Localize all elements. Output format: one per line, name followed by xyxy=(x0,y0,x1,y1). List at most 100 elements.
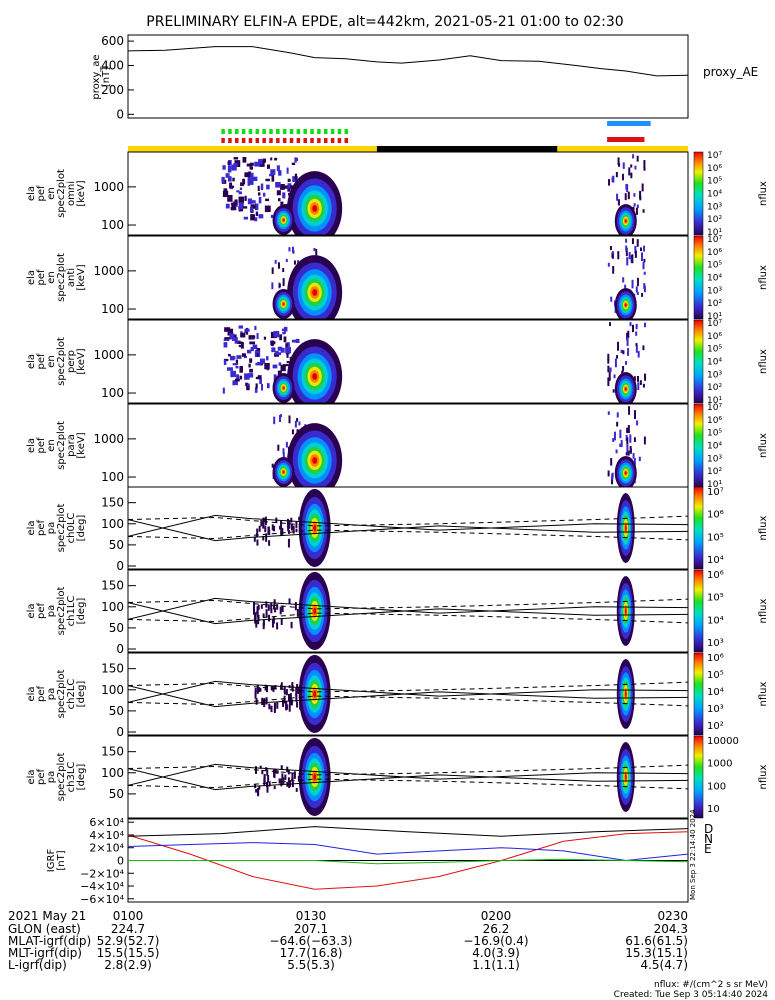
pitch-pixel xyxy=(291,773,294,779)
pitch-pixel xyxy=(291,781,294,788)
flux-pixel xyxy=(274,259,277,264)
flux-pixel xyxy=(626,444,629,454)
colorbar-tick-label: 10⁷ xyxy=(707,403,722,413)
dashed-line xyxy=(128,612,688,624)
flux-pixel xyxy=(266,356,269,361)
dashed-line xyxy=(128,681,688,693)
colorbar-unit-line: nflux xyxy=(758,598,769,623)
pitch-pixel xyxy=(274,685,277,690)
pitch-ytick-label: 0 xyxy=(116,642,124,656)
pitch-pixel xyxy=(280,778,283,787)
flux-pixel xyxy=(252,176,258,181)
flux-pixel xyxy=(643,160,646,169)
flux-pixel xyxy=(229,355,235,361)
red-dash xyxy=(344,138,349,143)
red-dash xyxy=(296,138,301,143)
colorbar-tick-label: 10⁵ xyxy=(707,261,722,271)
energy-ylabel: ela pef en spec2plot para [keV] xyxy=(26,421,87,470)
flux-pixel xyxy=(246,163,252,167)
red-dash xyxy=(330,138,335,143)
flux-pixel xyxy=(626,337,629,346)
pitch-ytick-label: 0 xyxy=(116,559,124,573)
flux-pixel xyxy=(643,166,646,171)
pitch-pixel xyxy=(257,787,260,797)
flux-pixel xyxy=(282,278,285,287)
flux-pixel xyxy=(222,190,229,198)
flux-pixel xyxy=(617,199,620,206)
footer-value: 2.8(2.9) xyxy=(104,958,152,972)
flux-blob xyxy=(282,302,285,306)
footer-date: 2021 May 21 xyxy=(8,909,86,923)
red-dash xyxy=(276,138,280,143)
igrf-ytick-label: −2×10⁴ xyxy=(80,867,124,880)
colorbar-unit-line: nflux xyxy=(758,265,769,290)
igrf-ytick-label: 0 xyxy=(117,855,124,868)
flux-pixel xyxy=(627,191,630,200)
energy-frame xyxy=(127,403,689,488)
energy-ylabel: ela pef en spec2plot perp [keV] xyxy=(26,337,87,386)
igrf-legend-E: E xyxy=(704,842,712,856)
pitch-pixel xyxy=(291,685,294,692)
flux-pixel xyxy=(255,383,258,389)
flux-pixel xyxy=(634,245,637,254)
flux-pixel xyxy=(247,383,250,386)
flux-pixel xyxy=(626,427,629,434)
colorbar-tick-label: 10⁴ xyxy=(707,442,722,452)
flux-pixel xyxy=(615,449,618,454)
flux-pixel xyxy=(283,326,288,332)
pitch-pixel xyxy=(268,540,271,546)
flux-pixel xyxy=(607,358,610,364)
pitch-ylabel-line: pef xyxy=(36,686,47,703)
flux-pixel xyxy=(235,359,239,365)
flux-pixel xyxy=(629,446,632,454)
pitch-pixel xyxy=(254,688,257,693)
flux-pixel xyxy=(607,470,610,477)
flux-pixel xyxy=(632,453,635,459)
pitch-blob xyxy=(313,524,317,532)
colorbar-tick-label: 10⁶ xyxy=(707,570,724,581)
pitch-pixel xyxy=(287,777,290,785)
flux-pixel xyxy=(277,444,280,451)
green-dash xyxy=(255,129,260,134)
flux-pixel xyxy=(223,359,227,365)
colorbar-tick-label: 10⁷ xyxy=(707,487,724,498)
pitch-colorbar xyxy=(693,486,704,570)
pitch-pixel xyxy=(296,609,299,617)
flux-pixel xyxy=(275,351,279,355)
anti-loss-cone-line xyxy=(128,768,688,791)
pitch-blob xyxy=(624,773,627,781)
flux-pixel xyxy=(608,179,611,186)
colorbar-tick-label: 10⁵ xyxy=(707,345,722,355)
flux-pixel xyxy=(620,349,623,354)
energy-ytick-label: 1000 xyxy=(93,264,124,278)
pitch-ylabel-line: ela xyxy=(26,603,37,618)
flux-pixel xyxy=(625,183,628,190)
pitch-pixel xyxy=(257,604,260,611)
pitch-pixel xyxy=(262,613,265,618)
colorbar-unit: nflux xyxy=(758,598,769,623)
energy-ylabel-line: para xyxy=(66,434,77,457)
colorbar-tick-label: 10¹ xyxy=(707,228,722,238)
pitch-pixel xyxy=(295,788,298,792)
flux-pixel xyxy=(609,245,612,251)
flux-pixel xyxy=(242,178,246,185)
footer-row-label: MLT-igrf(dip) xyxy=(8,946,82,960)
pitch-pixel xyxy=(252,601,255,611)
flux-pixel xyxy=(242,157,247,163)
energy-ylabel-line: anti xyxy=(66,268,77,287)
flux-pixel xyxy=(244,172,249,178)
pitch-pixel xyxy=(265,697,268,705)
flux-pixel xyxy=(239,375,243,380)
flux-pixel xyxy=(254,325,257,331)
pitch-pixel xyxy=(288,782,291,789)
flux-pixel xyxy=(277,346,283,351)
flux-pixel xyxy=(227,328,234,336)
flux-pixel xyxy=(628,167,631,176)
flux-pixel xyxy=(249,341,256,345)
flux-pixel xyxy=(250,200,256,204)
flux-pixel xyxy=(638,456,641,462)
pitch-pixel xyxy=(288,699,291,705)
pitch-panel-data xyxy=(128,655,688,733)
flux-pixel xyxy=(641,183,644,192)
